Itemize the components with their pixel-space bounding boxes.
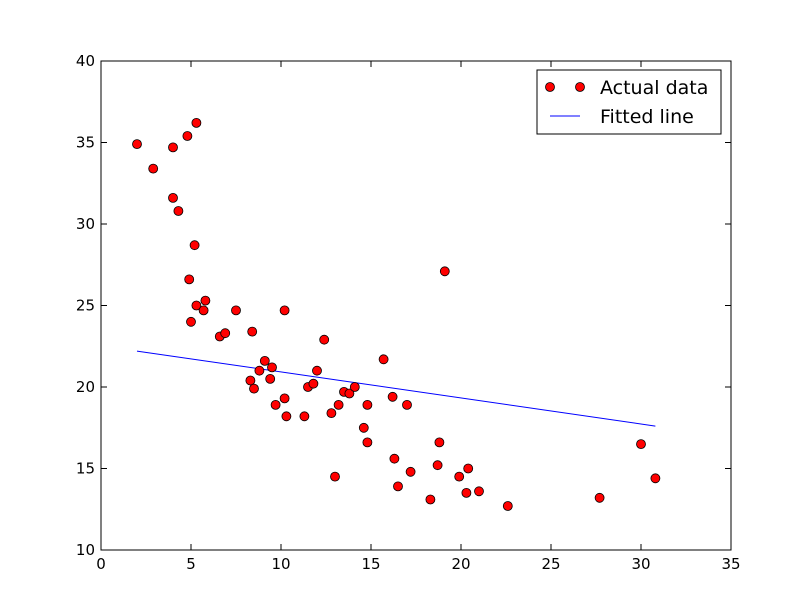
y-tick-label: 15 — [76, 460, 95, 478]
data-point — [439, 266, 450, 277]
data-point — [463, 463, 474, 474]
data-point — [231, 305, 241, 316]
series-layer — [132, 118, 661, 511]
data-point — [461, 487, 472, 498]
data-point — [358, 422, 369, 433]
legend-box — [536, 69, 722, 135]
data-point — [148, 163, 159, 174]
data-point — [425, 494, 436, 505]
x-tick-label: 10 — [271, 555, 290, 573]
x-tick-label: 35 — [721, 555, 740, 573]
data-point — [650, 473, 661, 484]
y-tick-label: 30 — [76, 215, 95, 233]
data-point — [474, 486, 484, 497]
data-point — [312, 365, 322, 376]
x-tick-label: 0 — [96, 555, 106, 573]
data-point — [636, 439, 646, 450]
data-point — [189, 240, 200, 251]
legend-marker-actual-data — [545, 82, 555, 92]
data-point — [434, 437, 445, 448]
data-point — [405, 466, 416, 477]
data-point — [319, 334, 330, 345]
data-point — [182, 131, 193, 141]
y-tick-label: 10 — [76, 541, 95, 559]
data-point — [362, 399, 373, 410]
data-point — [132, 139, 142, 150]
data-point — [279, 393, 290, 404]
fitted-line — [136, 350, 656, 427]
data-point — [349, 382, 360, 392]
legend: Actual data Fitted line — [536, 69, 722, 135]
data-point — [191, 300, 202, 311]
data-point — [299, 411, 310, 422]
data-point — [402, 399, 412, 410]
ticks-layer: 0 5 10 15 20 25 30 35 10 15 20 25 30 35 40 — [76, 52, 741, 573]
data-point — [594, 492, 605, 503]
data-point — [249, 383, 259, 394]
data-point — [432, 460, 443, 471]
plot-area — [101, 61, 731, 550]
legend-marker-actual-data — [575, 82, 585, 92]
data-point — [200, 295, 211, 306]
data-point — [267, 362, 277, 373]
data-point — [245, 375, 256, 386]
y-tick-label: 35 — [76, 134, 95, 152]
data-point — [186, 316, 196, 327]
data-point — [333, 399, 344, 410]
x-tick-label: 30 — [631, 555, 650, 573]
x-tick-label: 5 — [186, 555, 196, 573]
data-point — [281, 411, 292, 422]
data-point — [168, 142, 178, 153]
data-point — [454, 471, 465, 482]
data-point — [330, 471, 340, 482]
data-point — [173, 206, 184, 216]
data-point — [362, 437, 373, 448]
x-tick-label: 15 — [361, 555, 380, 573]
data-point — [344, 388, 355, 399]
data-point — [265, 373, 276, 384]
x-tick-label: 20 — [451, 555, 470, 573]
x-tick-label: 25 — [541, 555, 560, 573]
data-point — [198, 305, 209, 316]
data-point — [279, 305, 290, 316]
legend-label-actual-data: Actual data — [600, 77, 708, 99]
data-point — [220, 328, 231, 339]
data-point — [502, 501, 513, 511]
data-point — [254, 365, 265, 376]
data-point — [247, 326, 258, 337]
data-point — [168, 192, 178, 203]
y-tick-label: 25 — [76, 297, 95, 315]
data-point — [393, 481, 403, 492]
y-tick-label: 40 — [76, 52, 95, 70]
data-point — [326, 408, 337, 419]
data-point — [191, 118, 202, 128]
legend-label-fitted-line: Fitted line — [600, 106, 694, 128]
data-point — [259, 355, 270, 366]
data-point — [270, 399, 281, 410]
y-tick-label: 20 — [76, 378, 95, 396]
data-point — [184, 274, 195, 285]
data-point — [378, 354, 389, 365]
data-point — [389, 453, 400, 464]
data-point — [387, 391, 398, 402]
data-point — [308, 378, 319, 389]
